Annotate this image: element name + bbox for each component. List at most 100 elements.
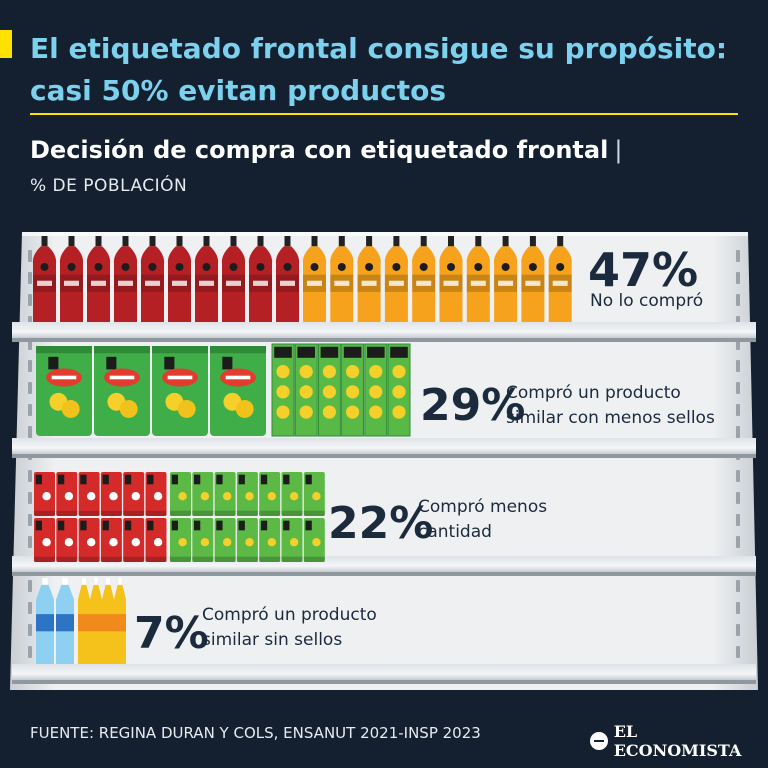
upright-slot (736, 492, 740, 504)
soda-bottle (86, 236, 111, 322)
can (214, 518, 236, 562)
can (281, 518, 303, 562)
upright-slot (736, 294, 740, 306)
publisher-logo: EL ECONOMISTA (590, 722, 768, 760)
upright-slot (28, 536, 32, 548)
soda-bottle (412, 236, 436, 322)
category-label-2: Compró un producto (506, 383, 681, 403)
products-layer (32, 236, 572, 664)
slim-bottle (90, 578, 102, 664)
can (100, 472, 122, 516)
snack-box (271, 343, 295, 437)
shelf-board-1 (12, 322, 756, 340)
soda-bottle (548, 236, 572, 322)
soda-bottle (357, 236, 381, 322)
upright-slot (28, 360, 32, 372)
slim-bottle (56, 578, 74, 664)
shelf-board-4 (12, 664, 756, 682)
chip-bag (152, 346, 208, 436)
value-label-2: 29% (420, 380, 525, 431)
soda-bottle (59, 236, 84, 322)
soda-bottle (330, 236, 354, 322)
soda-bottle (248, 236, 273, 322)
slim-bottle (78, 578, 90, 664)
upright-slot (736, 580, 740, 592)
chip-bag (210, 346, 266, 436)
can (259, 472, 281, 516)
can (123, 518, 145, 562)
upright-slot (28, 250, 32, 262)
soda-bottle (140, 236, 165, 322)
snack-box (294, 343, 318, 437)
slim-bottle (36, 578, 54, 664)
source-note: FUENTE: REGINA DURAN Y COLS, ENSANUT 202… (30, 724, 481, 742)
el-economista-logo-icon (590, 732, 608, 750)
category-label-3: Compró menos (418, 497, 547, 517)
can (303, 472, 325, 516)
can (170, 518, 191, 562)
can (214, 472, 236, 516)
can (170, 472, 191, 516)
can (56, 472, 78, 516)
upright-slot (28, 470, 32, 482)
shelf-board-shadow (12, 454, 756, 458)
upright-slot (736, 272, 740, 284)
can (34, 518, 55, 562)
upright-slot (28, 294, 32, 306)
can (192, 472, 214, 516)
subtitle-separator: | (614, 136, 623, 164)
upright-slot (736, 646, 740, 658)
upright-slot (28, 492, 32, 504)
soda-bottle (167, 236, 192, 322)
upright-slot (28, 272, 32, 284)
category-label-4: Compró un producto (202, 605, 377, 625)
publisher-logo-text: EL ECONOMISTA (613, 722, 742, 760)
can (236, 472, 258, 516)
can (34, 472, 55, 516)
shelf-top-edge (22, 232, 748, 236)
upright-slot (736, 360, 740, 372)
can (236, 518, 258, 562)
category-label-4: similar sin sellos (202, 630, 342, 650)
shelf-board-shadow (12, 680, 756, 684)
chip-bag (36, 346, 92, 436)
can (303, 518, 325, 562)
soda-bottle (439, 236, 463, 322)
shelf-board-shadow (12, 338, 756, 342)
category-label-1: No lo compró (590, 291, 703, 311)
upright-slot (28, 514, 32, 526)
upright-slot (28, 404, 32, 416)
value-label-1: 47% (588, 243, 698, 297)
can (281, 472, 303, 516)
shelf-board-2 (12, 438, 756, 456)
upright-slot (736, 602, 740, 614)
soda-bottle (32, 236, 57, 322)
slim-bottle (102, 578, 114, 664)
soda-bottle (275, 236, 300, 322)
soda-bottle (384, 236, 409, 322)
upright-slot (736, 514, 740, 526)
can (123, 472, 145, 516)
soda-bottle (493, 236, 518, 322)
snack-box (341, 343, 365, 437)
upright-slot (736, 470, 740, 482)
can (145, 472, 167, 516)
soda-bottle (113, 236, 138, 322)
snack-box (387, 343, 411, 437)
can (259, 518, 281, 562)
slim-bottle (114, 578, 126, 664)
upright-slot (28, 426, 32, 438)
upright-slot (736, 404, 740, 416)
soda-bottle (302, 236, 327, 322)
soda-bottle (521, 236, 545, 322)
can (56, 518, 78, 562)
upright-slot (28, 602, 32, 614)
can (192, 518, 214, 562)
value-label-4: 7% (134, 608, 209, 659)
can (145, 518, 167, 562)
upright-slot (28, 580, 32, 592)
soda-bottle (194, 236, 219, 322)
upright-slot (736, 382, 740, 394)
title-divider (30, 113, 738, 115)
upright-slot (736, 536, 740, 548)
